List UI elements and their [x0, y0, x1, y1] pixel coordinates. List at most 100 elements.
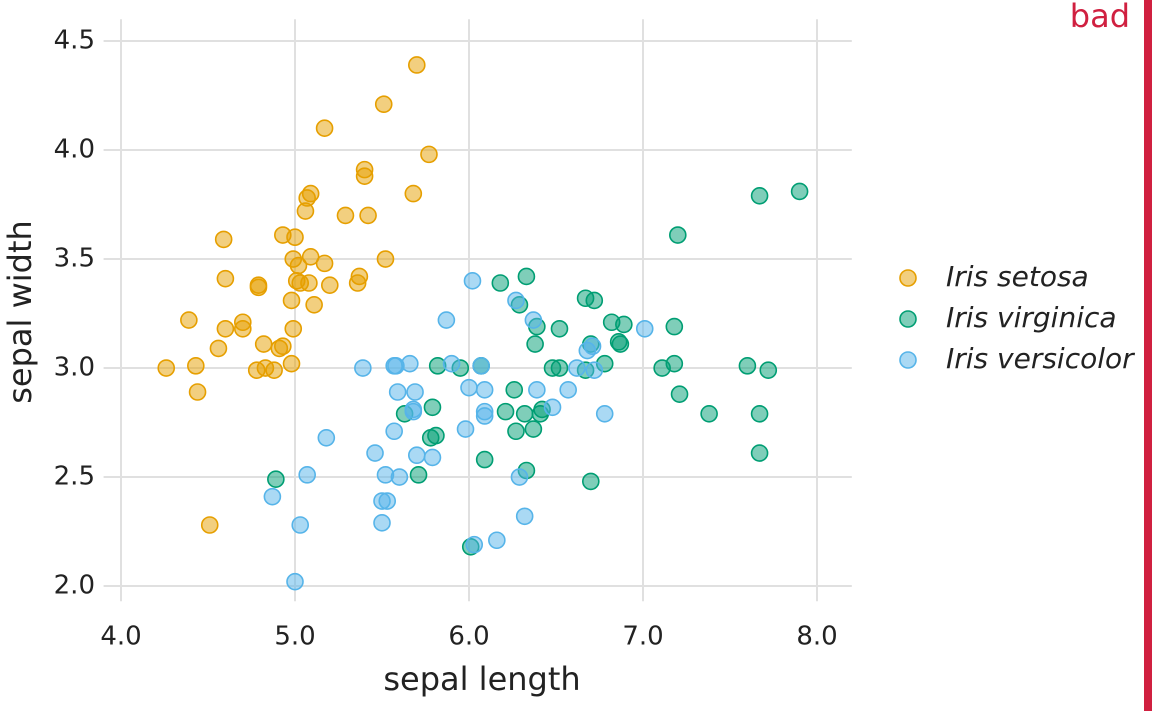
legend-label: Iris virginica	[946, 301, 1117, 334]
point	[350, 267, 369, 286]
point	[300, 274, 318, 292]
point	[611, 335, 630, 353]
y-tick-label: 3.0	[54, 353, 95, 383]
point	[267, 470, 285, 489]
point	[187, 357, 205, 375]
point	[390, 468, 409, 486]
point	[790, 182, 809, 201]
point	[700, 405, 718, 423]
point	[585, 361, 604, 380]
point	[354, 359, 372, 377]
y-tick-label: 4.5	[54, 26, 95, 56]
point	[543, 398, 562, 417]
point	[528, 381, 546, 399]
point	[507, 422, 525, 441]
point	[491, 274, 510, 292]
point	[665, 354, 684, 373]
x-tick-label: 7.0	[622, 622, 663, 652]
point	[423, 448, 442, 467]
y-axis-title: sepal width	[1, 220, 39, 404]
point	[282, 291, 301, 310]
point	[505, 381, 524, 399]
point	[442, 354, 461, 373]
point	[407, 56, 426, 74]
y-tick-label: 4.0	[54, 135, 95, 165]
point	[423, 398, 442, 417]
point	[336, 206, 355, 225]
point	[406, 383, 424, 401]
x-axis-title: sepal length	[383, 660, 580, 698]
point	[465, 535, 484, 554]
point	[463, 272, 482, 290]
point	[315, 254, 334, 273]
point	[317, 428, 336, 447]
point	[216, 269, 235, 288]
point	[282, 354, 301, 373]
point	[738, 357, 757, 375]
point	[404, 402, 423, 421]
point	[270, 339, 289, 358]
point	[750, 444, 769, 462]
point	[234, 319, 252, 338]
point	[388, 383, 407, 401]
point	[583, 337, 602, 356]
point	[404, 184, 423, 203]
legend-marker	[899, 351, 917, 369]
point	[550, 319, 569, 338]
point	[305, 295, 323, 314]
point	[157, 359, 176, 377]
point	[456, 420, 475, 438]
point	[315, 119, 334, 138]
point	[216, 319, 235, 338]
point	[320, 276, 339, 294]
point	[750, 405, 769, 423]
point	[359, 206, 377, 225]
point	[373, 514, 391, 532]
point	[475, 381, 494, 399]
point	[510, 468, 529, 486]
x-tick-label: 8.0	[796, 622, 837, 652]
point	[472, 357, 490, 375]
point	[507, 291, 525, 310]
point	[301, 248, 320, 266]
legend-marker	[899, 310, 917, 328]
point	[376, 250, 395, 268]
point	[286, 572, 304, 591]
x-tick-label: 6.0	[448, 622, 489, 652]
point	[291, 516, 310, 534]
point	[420, 145, 438, 164]
point	[254, 335, 273, 353]
point	[296, 202, 315, 220]
point	[200, 516, 219, 534]
point	[427, 426, 445, 445]
point	[488, 531, 506, 550]
annotation: bad	[1070, 0, 1130, 35]
point	[385, 422, 403, 441]
point	[526, 335, 544, 353]
point	[366, 444, 384, 462]
point	[524, 420, 543, 438]
point	[407, 446, 426, 465]
legend-label: Iris versicolor	[946, 342, 1135, 375]
point	[265, 361, 283, 380]
point	[289, 256, 308, 275]
legend-marker	[899, 269, 917, 287]
point	[263, 487, 282, 506]
legend-label: Iris setosa	[946, 260, 1089, 293]
point	[665, 317, 684, 336]
point	[515, 405, 534, 423]
point	[668, 226, 687, 244]
point	[615, 315, 633, 334]
y-tick-label: 2.0	[54, 571, 95, 601]
point	[286, 228, 304, 247]
point	[437, 311, 456, 329]
x-tick-label: 5.0	[274, 622, 315, 652]
x-tick-label: 4.0	[100, 622, 141, 652]
point	[298, 466, 316, 484]
point	[550, 359, 569, 377]
point	[515, 507, 534, 526]
point	[585, 291, 604, 310]
point	[524, 311, 543, 329]
point	[188, 383, 207, 401]
point	[635, 319, 654, 338]
